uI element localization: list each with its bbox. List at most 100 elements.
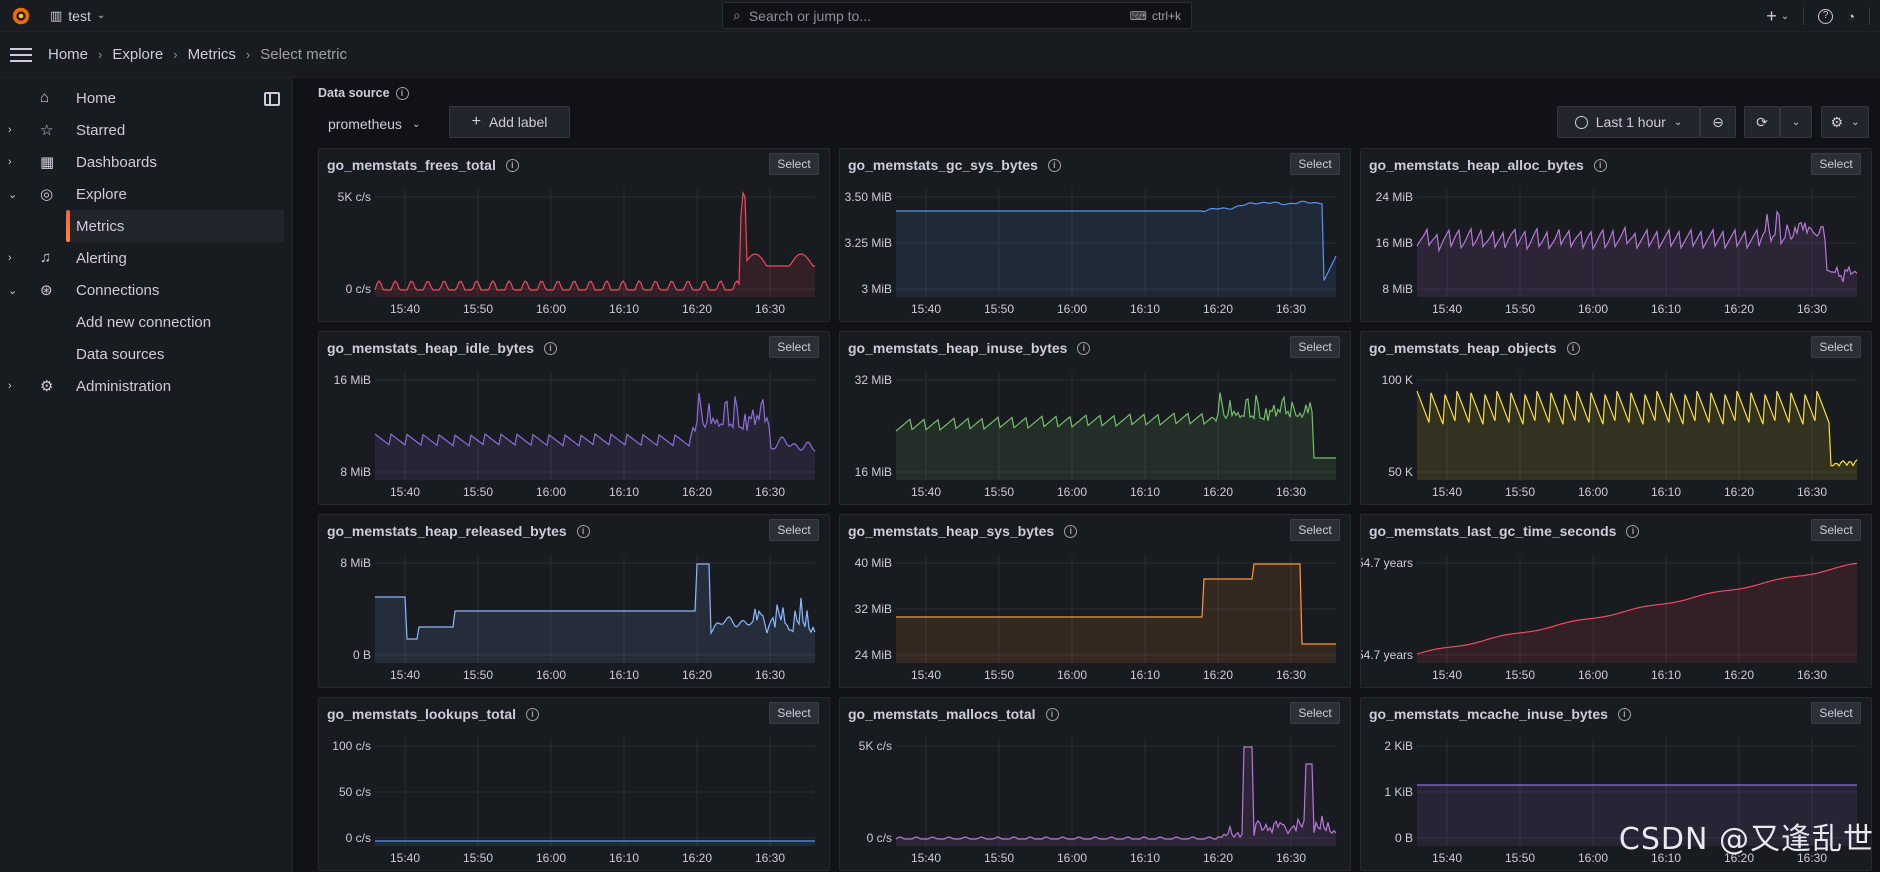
time-series-chart[interactable]: 15:40 15:50 16:00 16:10 16:20 16:30 3.50 MiB 3.…: [840, 179, 1350, 319]
sidebar-item-metrics[interactable]: Metrics: [66, 210, 284, 242]
chevron-right-icon[interactable]: ›: [8, 380, 12, 392]
chevron-down-icon[interactable]: ⌄: [1780, 10, 1790, 22]
info-icon[interactable]: i: [1617, 707, 1631, 721]
select-metric-button[interactable]: Select: [1811, 153, 1861, 175]
sidebar: ⌂ Home › ☆ Starred › ▦ Dashboards ⌄ ◎ Ex…: [0, 78, 293, 872]
sidebar-item-label: Add new connection: [76, 313, 212, 331]
info-icon[interactable]: i: [505, 158, 519, 172]
sidebar-item-add-new-connection[interactable]: Add new connection: [0, 306, 292, 338]
info-icon[interactable]: i: [576, 524, 590, 538]
select-metric-button[interactable]: Select: [1290, 336, 1340, 358]
plus-icon[interactable]: +: [1766, 5, 1777, 26]
y-tick-label: 3 MiB: [861, 282, 892, 296]
x-tick-label: 16:20: [682, 302, 712, 316]
time-series-chart[interactable]: 15:40 15:50 16:00 16:10 16:20 16:30 16 MiB 8 Mi…: [319, 362, 829, 502]
info-icon[interactable]: i: [395, 86, 409, 100]
info-icon[interactable]: i: [1045, 707, 1059, 721]
x-tick-label: 16:00: [536, 302, 566, 316]
y-tick-label: 16 MiB: [334, 373, 371, 387]
series-line: [896, 563, 1336, 645]
sidebar-item-home[interactable]: ⌂ Home: [0, 82, 292, 114]
sidebar-item-starred[interactable]: › ☆ Starred: [0, 114, 292, 146]
time-series-chart[interactable]: 15:40 15:50 16:00 16:10 16:20 16:30 5K c/s 0 c/…: [840, 728, 1350, 868]
breadcrumb-home[interactable]: Home: [48, 46, 89, 63]
sidebar-item-label: Home: [76, 89, 117, 107]
refresh-interval-button[interactable]: ⌄: [1780, 106, 1812, 138]
select-metric-button[interactable]: Select: [769, 519, 819, 541]
x-tick-label: 15:40: [390, 485, 420, 499]
info-icon[interactable]: i: [526, 707, 540, 721]
time-series-chart[interactable]: 15:40 15:50 16:00 16:10 16:20 16:30 5K c/s 0 c/…: [319, 179, 829, 319]
grafana-logo-icon[interactable]: [10, 5, 32, 27]
breadcrumb-separator: ›: [173, 47, 178, 62]
x-tick-label: 16:20: [1724, 851, 1754, 865]
time-series-chart[interactable]: 15:40 15:50 16:00 16:10 16:20 16:30 2 KiB 1 KiB…: [1361, 728, 1871, 868]
metric-panel: go_memstats_mcache_inuse_bytes i Select 15:…: [1360, 697, 1872, 871]
dashboards-icon: ▦: [40, 154, 55, 171]
time-series-chart[interactable]: 15:40 15:50 16:00 16:10 16:20 16:30 100 K 50 K: [1361, 362, 1871, 502]
sidebar-item-administration[interactable]: › ⚙ Administration: [0, 370, 292, 402]
y-tick-label: 50 K: [1388, 465, 1413, 479]
sidebar-item-explore[interactable]: ⌄ ◎ Explore: [0, 178, 292, 210]
select-metric-button[interactable]: Select: [769, 153, 819, 175]
y-tick-label: 24 MiB: [855, 648, 892, 662]
add-label-button[interactable]: + Add label: [449, 106, 570, 138]
help-icon[interactable]: ?: [1818, 8, 1834, 24]
info-icon[interactable]: i: [1064, 524, 1078, 538]
breadcrumb-explore[interactable]: Explore: [112, 46, 164, 63]
settings-button[interactable]: ⚙ ⌄: [1821, 106, 1869, 138]
info-icon[interactable]: i: [1593, 158, 1607, 172]
sidebar-item-dashboards[interactable]: › ▦ Dashboards: [0, 146, 292, 178]
breadcrumb-metrics[interactable]: Metrics: [187, 46, 236, 63]
chevron-down-icon[interactable]: ⌄: [8, 188, 18, 201]
select-metric-button[interactable]: Select: [769, 702, 819, 724]
zoom-out-button[interactable]: ⊖: [1700, 106, 1736, 138]
info-icon[interactable]: i: [1566, 341, 1580, 355]
time-series-chart[interactable]: 15:40 15:50 16:00 16:10 16:20 16:30 8 MiB 0 B: [319, 545, 829, 685]
time-series-chart[interactable]: 15:40 15:50 16:00 16:10 16:20 16:30 54.7 years…: [1361, 545, 1871, 685]
series-line: [374, 392, 816, 452]
x-tick-label: 16:10: [609, 302, 639, 316]
search-input[interactable]: ⌕ Search or jump to... ⌨ ctrl+k: [722, 2, 1192, 29]
x-tick-label: 15:50: [984, 485, 1014, 499]
info-icon[interactable]: i: [543, 341, 557, 355]
refresh-button[interactable]: ⟳: [1744, 106, 1780, 138]
time-range-picker[interactable]: Last 1 hour ⌄: [1557, 106, 1700, 138]
panel-title: go_memstats_lookups_total i: [327, 706, 540, 722]
x-tick-label: 16:00: [536, 485, 566, 499]
select-metric-button[interactable]: Select: [1290, 153, 1340, 175]
metric-panel: go_memstats_heap_alloc_bytes i Select 15:40…: [1360, 148, 1872, 322]
select-metric-button[interactable]: Select: [1811, 519, 1861, 541]
info-icon[interactable]: i: [1047, 158, 1061, 172]
select-metric-button[interactable]: Select: [1811, 702, 1861, 724]
select-metric-button[interactable]: Select: [1290, 702, 1340, 724]
y-tick-label: 5K c/s: [859, 739, 892, 753]
series-area: [896, 392, 1336, 480]
sidebar-item-alerting[interactable]: › ♫ Alerting: [0, 242, 292, 274]
chevron-right-icon[interactable]: ›: [8, 156, 12, 168]
select-metric-button[interactable]: Select: [769, 336, 819, 358]
dock-menu-icon[interactable]: [264, 92, 280, 106]
org-switcher[interactable]: ▥ test ⌄: [50, 8, 105, 24]
time-series-chart[interactable]: 15:40 15:50 16:00 16:10 16:20 16:30 32 MiB 16 M…: [840, 362, 1350, 502]
select-metric-button[interactable]: Select: [1811, 336, 1861, 358]
info-icon[interactable]: i: [1077, 341, 1091, 355]
chevron-down-icon[interactable]: ⌄: [8, 284, 18, 297]
sidebar-item-label: Alerting: [76, 249, 127, 267]
time-series-chart[interactable]: 15:40 15:50 16:00 16:10 16:20 16:30 40 MiB 32 M…: [840, 545, 1350, 685]
time-series-chart[interactable]: 15:40 15:50 16:00 16:10 16:20 16:30 24 MiB 16 M…: [1361, 179, 1871, 319]
x-tick-label: 16:00: [1578, 302, 1608, 316]
datasource-select[interactable]: prometheus ⌄: [318, 108, 428, 140]
chevron-right-icon[interactable]: ›: [8, 124, 12, 136]
sidebar-item-connections[interactable]: ⌄ ⊛ Connections: [0, 274, 292, 306]
x-tick-label: 16:20: [1203, 302, 1233, 316]
info-icon[interactable]: i: [1626, 524, 1640, 538]
select-metric-button[interactable]: Select: [1290, 519, 1340, 541]
sidebar-item-data-sources[interactable]: Data sources: [0, 338, 292, 370]
chevron-right-icon[interactable]: ›: [8, 252, 12, 264]
menu-icon[interactable]: [10, 44, 32, 66]
time-series-chart[interactable]: 15:40 15:50 16:00 16:10 16:20 16:30 100 c/s 50 …: [319, 728, 829, 868]
rss-icon[interactable]: ◔: [1847, 8, 1855, 24]
chevron-down-icon: ⌄: [1673, 116, 1683, 128]
x-tick-label: 16:20: [682, 851, 712, 865]
